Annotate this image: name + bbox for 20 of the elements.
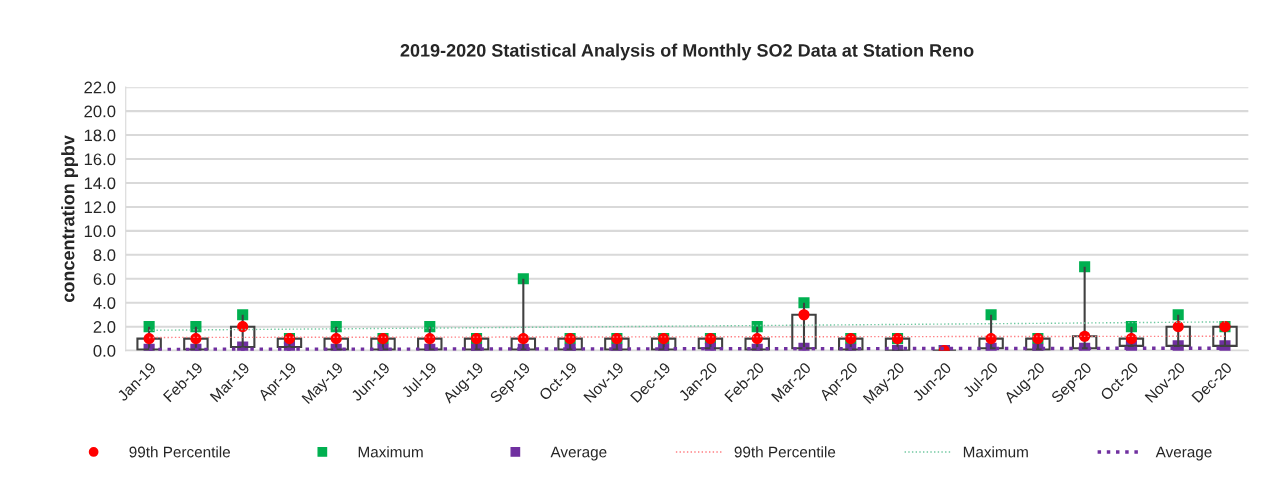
y-tick-label: 0.0: [93, 345, 116, 357]
y-tick-label: 10.0: [84, 225, 116, 238]
legend-label: 99th Percentile: [129, 446, 231, 458]
y-axis-title: concentration ppbv: [61, 135, 79, 302]
y-tick-label: 22.0: [84, 81, 116, 94]
y-tick-label: 2.0: [93, 321, 116, 333]
legend-label: Maximum: [963, 446, 1028, 458]
y-tick-label: 4.0: [93, 297, 116, 309]
y-tick-label: 18.0: [84, 129, 116, 142]
legend-label: Maximum: [358, 446, 423, 458]
y-tick-label: 6.0: [93, 273, 116, 285]
legend-label: 99th Percentile: [734, 446, 836, 458]
chart-title: 2019-2020 Statistical Analysis of Monthly SO2 Data at Station Reno: [400, 43, 974, 61]
y-tick-label: 14.0: [84, 177, 116, 190]
y-tick-label: 12.0: [84, 201, 116, 214]
y-tick-label: 20.0: [84, 105, 116, 118]
legend-label: Average: [550, 446, 607, 461]
y-tick-label: 8.0: [93, 249, 116, 262]
legend-label: Average: [1155, 446, 1212, 461]
y-tick-label: 16.0: [84, 153, 116, 166]
